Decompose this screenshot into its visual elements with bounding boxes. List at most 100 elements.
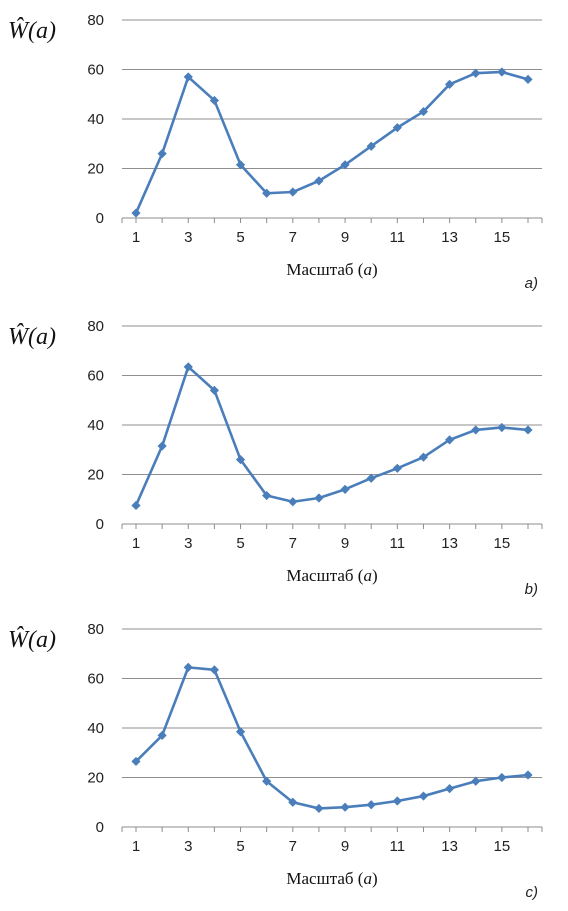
data-point bbox=[445, 784, 455, 794]
y-tick-label: 60 bbox=[87, 671, 104, 688]
y-tick-label: 0 bbox=[96, 819, 104, 836]
data-point bbox=[235, 455, 246, 465]
data-point bbox=[183, 72, 193, 82]
data-point bbox=[340, 802, 350, 812]
x-tick-label: 3 bbox=[184, 229, 192, 246]
data-point bbox=[262, 188, 272, 198]
x-tick-label: 1 bbox=[132, 535, 140, 552]
y-tick-label: 40 bbox=[87, 111, 104, 128]
data-point bbox=[131, 756, 141, 767]
y-tick-label: 0 bbox=[96, 210, 104, 227]
data-point bbox=[366, 473, 376, 483]
x-tick-label: 7 bbox=[289, 535, 297, 552]
panel-label: a) bbox=[525, 275, 538, 292]
data-point bbox=[209, 665, 219, 675]
data-point bbox=[157, 149, 167, 159]
data-point bbox=[131, 500, 141, 511]
data-point bbox=[340, 160, 350, 170]
data-point bbox=[235, 727, 246, 737]
data-point bbox=[523, 74, 533, 84]
x-tick-label: 11 bbox=[390, 838, 406, 855]
series-line bbox=[135, 666, 529, 810]
data-point bbox=[157, 441, 167, 451]
data-point bbox=[445, 79, 455, 89]
x-tick-label: 3 bbox=[184, 838, 192, 855]
x-tick-label: 11 bbox=[390, 229, 406, 246]
data-point bbox=[314, 493, 324, 503]
data-point bbox=[314, 803, 324, 814]
x-tick-label: 9 bbox=[341, 838, 349, 855]
y-tick-label: 80 bbox=[87, 621, 104, 638]
y-tick-label: 60 bbox=[87, 62, 104, 79]
x-tick-label: 5 bbox=[236, 229, 244, 246]
data-point bbox=[157, 730, 167, 741]
data-point bbox=[131, 208, 141, 218]
x-tick-label: 5 bbox=[236, 535, 244, 552]
y-axis-label: Ŵ(a) bbox=[8, 626, 56, 653]
data-point bbox=[418, 791, 429, 801]
data-point bbox=[366, 141, 376, 151]
x-tick-label: 13 bbox=[441, 229, 458, 246]
data-point bbox=[497, 422, 507, 433]
x-tick-label: 7 bbox=[289, 229, 297, 246]
x-tick-label: 11 bbox=[390, 535, 406, 552]
x-tick-label: 13 bbox=[441, 535, 458, 552]
data-point bbox=[523, 770, 533, 780]
x-axis-label: Масштаб (a) bbox=[286, 566, 377, 585]
panel-label: c) bbox=[526, 884, 539, 901]
x-axis-label: Масштаб (a) bbox=[286, 260, 377, 279]
x-tick-label: 15 bbox=[494, 229, 511, 246]
data-point bbox=[523, 425, 533, 435]
data-point bbox=[209, 95, 219, 106]
y-tick-label: 60 bbox=[87, 368, 104, 385]
data-point bbox=[418, 452, 429, 462]
data-point bbox=[288, 187, 298, 197]
y-tick-label: 80 bbox=[87, 318, 104, 335]
data-point bbox=[418, 106, 429, 117]
data-point bbox=[471, 776, 481, 786]
data-point bbox=[445, 435, 455, 445]
data-point bbox=[392, 796, 402, 806]
x-tick-label: 13 bbox=[441, 838, 458, 855]
x-tick-label: 15 bbox=[494, 838, 511, 855]
panel-label: b) bbox=[525, 581, 538, 598]
x-tick-label: 1 bbox=[132, 229, 140, 246]
data-point bbox=[262, 776, 272, 786]
y-tick-label: 80 bbox=[87, 12, 104, 29]
data-point bbox=[497, 772, 507, 783]
data-point bbox=[183, 662, 193, 672]
x-axis-label: Масштаб (a) bbox=[286, 869, 377, 888]
series-line bbox=[134, 365, 529, 506]
y-tick-label: 40 bbox=[87, 720, 104, 737]
data-point bbox=[288, 497, 298, 507]
x-tick-label: 5 bbox=[236, 838, 244, 855]
y-tick-label: 20 bbox=[87, 467, 104, 484]
x-tick-label: 9 bbox=[341, 229, 349, 246]
x-tick-label: 3 bbox=[184, 535, 192, 552]
data-point bbox=[471, 68, 481, 78]
x-tick-label: 9 bbox=[341, 535, 349, 552]
x-tick-label: 15 bbox=[494, 535, 511, 552]
data-point bbox=[366, 800, 376, 810]
data-point bbox=[262, 490, 272, 501]
data-point bbox=[209, 385, 219, 395]
y-tick-label: 40 bbox=[87, 417, 104, 434]
data-point bbox=[288, 797, 298, 807]
data-point bbox=[392, 123, 402, 133]
x-tick-label: 7 bbox=[289, 838, 297, 855]
y-tick-label: 0 bbox=[96, 516, 104, 533]
y-axis-label: Ŵ(a) bbox=[8, 17, 56, 44]
data-point bbox=[314, 176, 324, 186]
data-point bbox=[471, 425, 481, 435]
data-point bbox=[183, 362, 193, 372]
y-tick-label: 20 bbox=[87, 161, 104, 178]
y-tick-label: 20 bbox=[87, 770, 104, 787]
data-point bbox=[340, 484, 350, 494]
data-point bbox=[392, 463, 402, 473]
data-point bbox=[235, 160, 246, 170]
x-tick-label: 1 bbox=[132, 838, 140, 855]
